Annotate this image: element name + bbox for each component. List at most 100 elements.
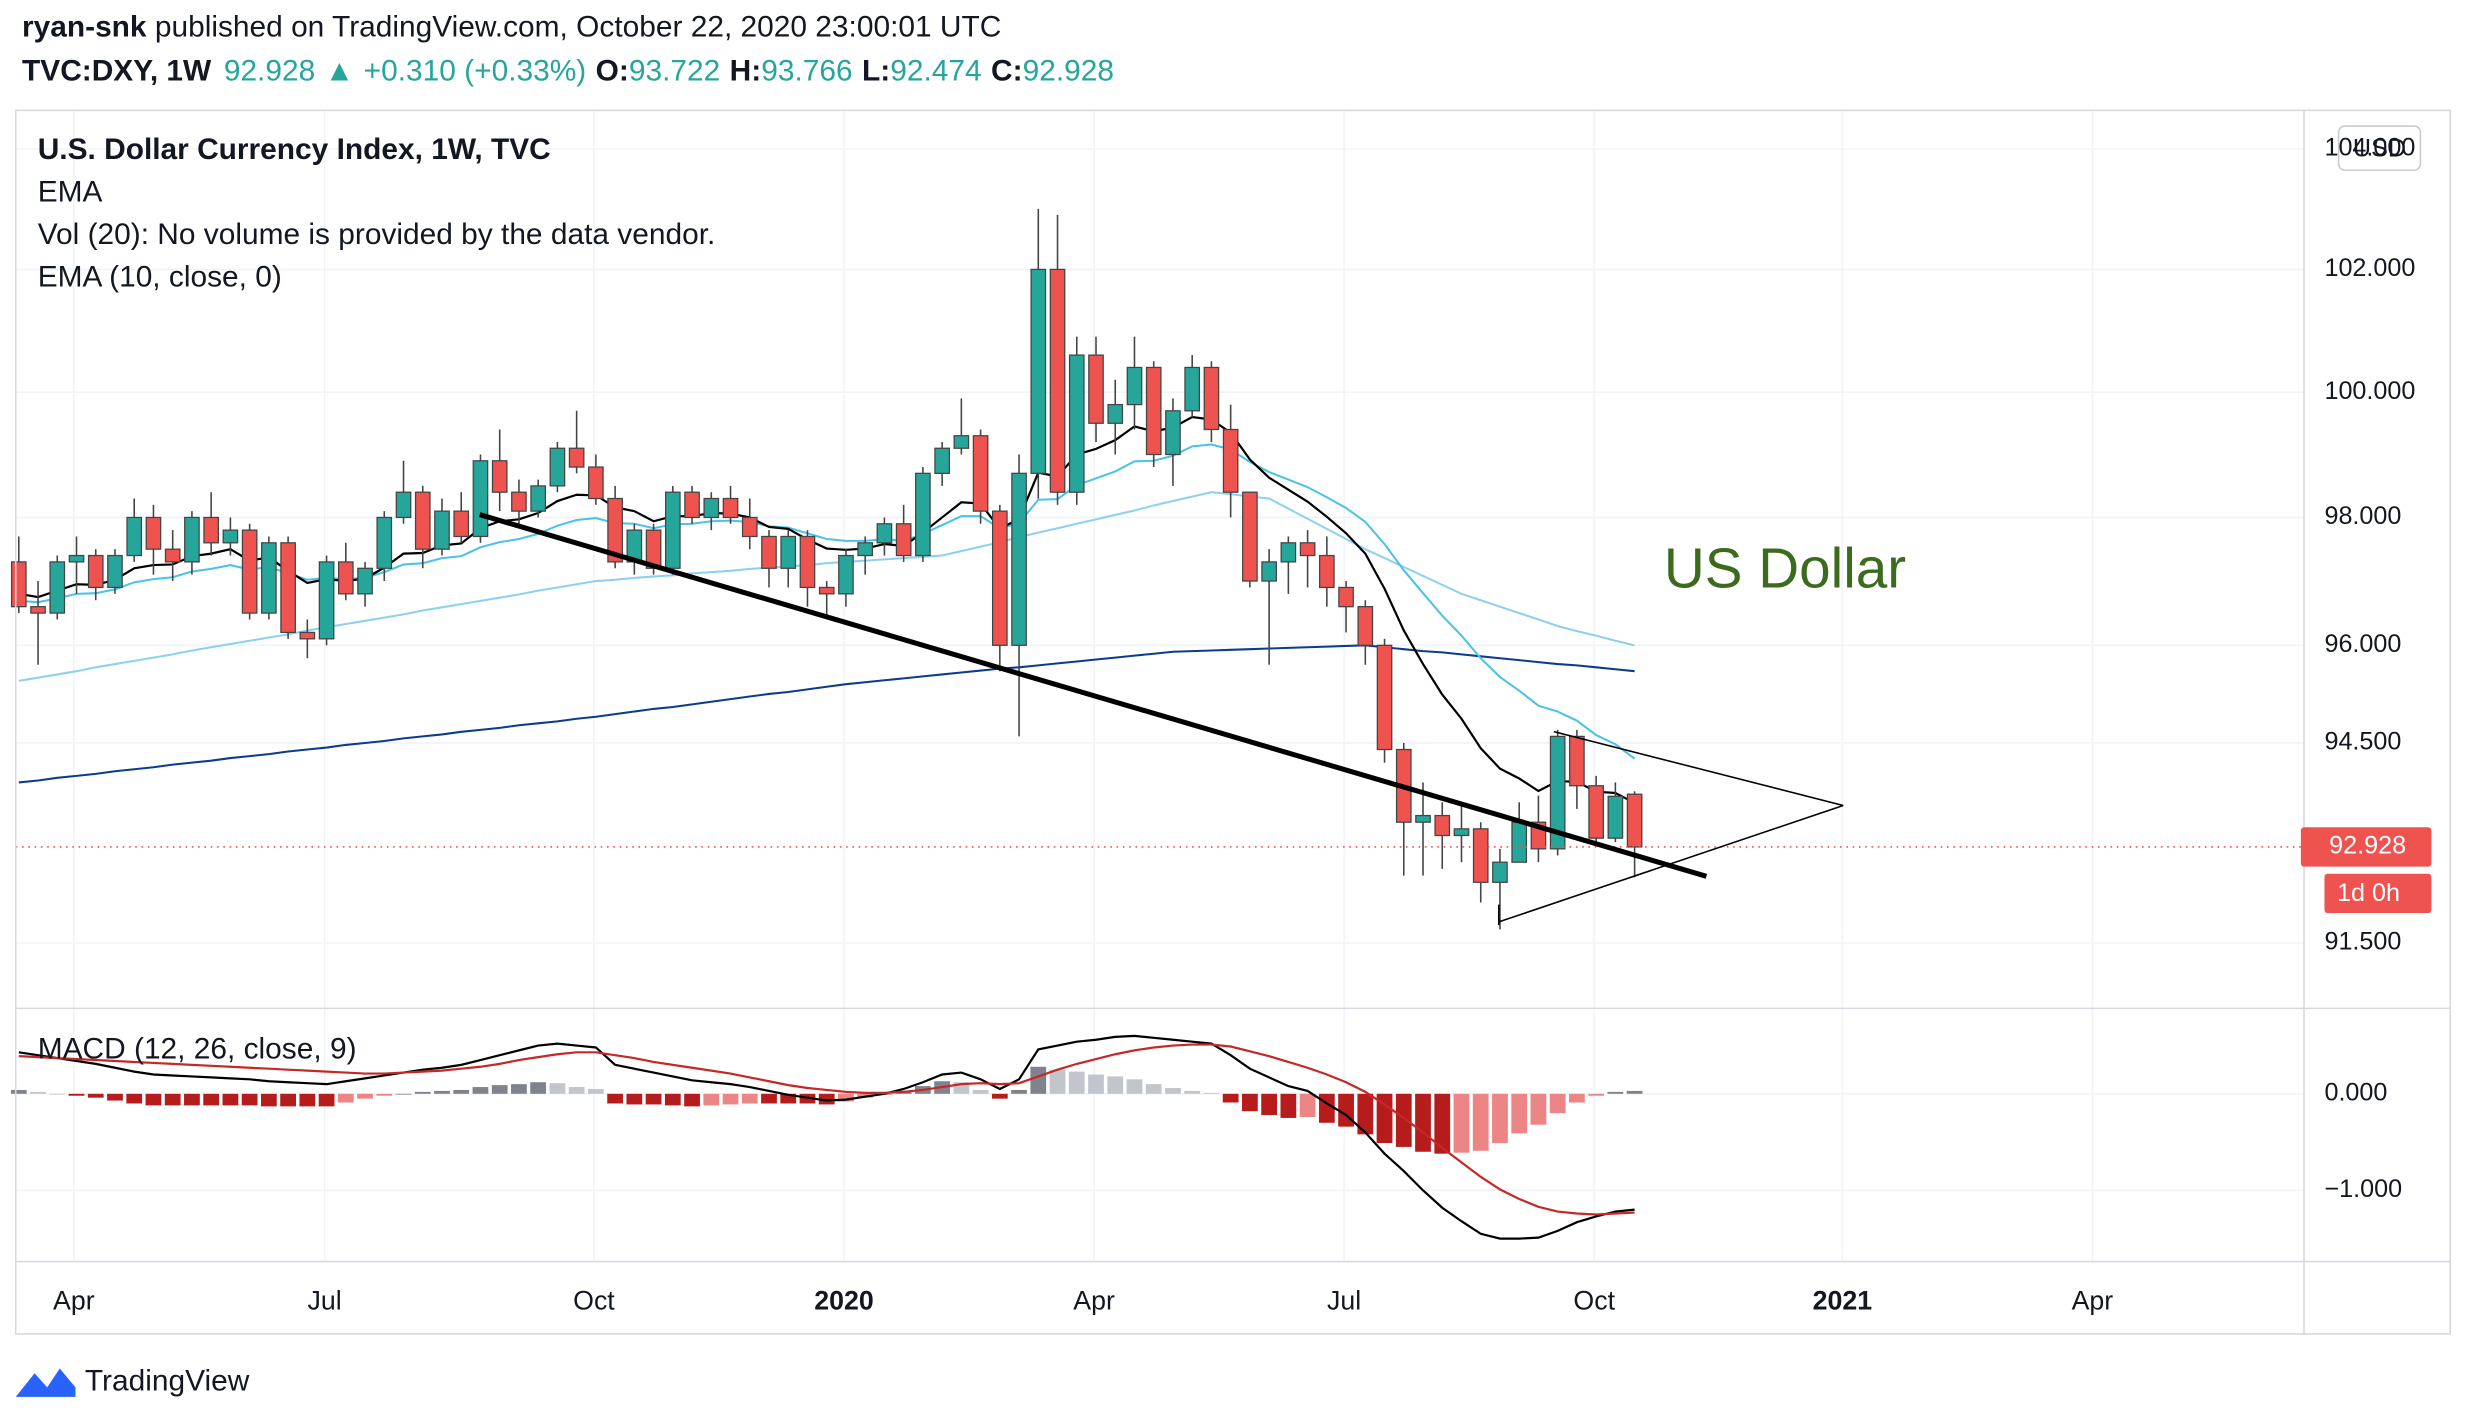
histogram-bar — [1626, 1090, 1643, 1094]
candle-body — [299, 631, 316, 640]
candle-body — [414, 491, 431, 550]
candle-body — [972, 435, 989, 512]
histogram-bar — [722, 1093, 739, 1105]
drawings — [478, 512, 1844, 926]
histogram-bar — [1415, 1093, 1431, 1152]
candle-body — [511, 491, 527, 512]
candle-body — [1511, 821, 1528, 863]
last-price-label: 92.928 — [2329, 832, 2406, 860]
candle-body — [1338, 586, 1354, 608]
countdown: 1d 0h — [2337, 879, 2400, 907]
y-tick-label: 0.000 — [2324, 1078, 2387, 1106]
histogram-bar — [741, 1093, 758, 1104]
candle-body — [1222, 428, 1239, 493]
last: 92.928 — [224, 55, 315, 88]
x-tick-label: 2021 — [1813, 1286, 1873, 1316]
candle-body — [1203, 366, 1220, 431]
histogram-bar — [1126, 1079, 1143, 1094]
candle-body — [1068, 354, 1085, 493]
candle-body — [1299, 542, 1316, 557]
candle-body — [1165, 410, 1181, 456]
macd-title: MACD (12, 26, close, 9) — [38, 1033, 357, 1066]
candle-body — [203, 516, 220, 544]
histogram-bar — [1145, 1084, 1162, 1094]
histogram-bar — [260, 1093, 277, 1107]
candle-body — [1434, 814, 1451, 837]
candle-body — [222, 529, 239, 544]
candle-body — [376, 516, 393, 569]
histogram-bar — [318, 1093, 335, 1107]
candle-body — [1107, 403, 1124, 424]
histogram-bar — [376, 1093, 393, 1096]
histogram-bar — [1299, 1093, 1316, 1117]
histogram-bar — [953, 1082, 970, 1094]
histogram-bar — [1511, 1093, 1528, 1134]
histogram-bar — [568, 1087, 585, 1094]
last-price-box — [2300, 827, 2432, 867]
candle-body — [1453, 828, 1470, 837]
candle-body — [722, 497, 739, 519]
histogram-bar — [280, 1093, 296, 1107]
x-tick-label: Oct — [573, 1286, 615, 1316]
y-tick-label: 104.000 — [2324, 134, 2415, 162]
histogram-bar — [818, 1093, 835, 1105]
candle-body — [1049, 268, 1066, 493]
macd-line — [18, 1034, 1635, 1240]
y-tick-label: 100.000 — [2324, 377, 2415, 405]
open-label: O: — [596, 55, 629, 88]
change: +0.310 (+0.33%) — [364, 55, 587, 88]
histogram-bar — [626, 1093, 643, 1105]
x-tick-label: 2020 — [814, 1286, 873, 1316]
candle-body — [1626, 793, 1643, 848]
logo — [15, 1368, 76, 1397]
histogram-bar — [838, 1093, 854, 1102]
candle-body — [838, 554, 854, 595]
histogram-bar — [1434, 1093, 1451, 1154]
legend-item: Vol (20): No volume is provided by the d… — [38, 218, 716, 251]
candle-body — [876, 523, 893, 544]
y-tick-label: 94.500 — [2324, 728, 2401, 756]
candle-body — [145, 516, 162, 550]
histogram-bar — [1222, 1093, 1239, 1103]
candle-body — [761, 535, 777, 569]
histogram-bar — [1030, 1066, 1047, 1094]
candle-body — [1492, 861, 1508, 883]
histogram-bar — [1318, 1093, 1335, 1123]
candle-body — [472, 460, 489, 538]
arrow: ▲ — [325, 55, 355, 88]
histogram-bar — [1184, 1090, 1201, 1094]
candle-body — [664, 491, 681, 569]
candle-body — [953, 435, 970, 449]
histogram-bar — [222, 1093, 239, 1106]
candle-body — [491, 460, 508, 493]
close-label: C: — [991, 55, 1023, 88]
candle-body — [588, 466, 604, 500]
histogram-bar — [414, 1091, 431, 1094]
x-tick-label: Jul — [1327, 1286, 1361, 1316]
histogram-bar — [126, 1093, 143, 1104]
price-axis-overlay: 92.928 1d 0h — [2300, 827, 2432, 914]
candle-body — [87, 554, 104, 589]
signal-line — [18, 1043, 1635, 1216]
histogram-bar — [1530, 1093, 1547, 1125]
candle-body — [434, 510, 450, 550]
candle-body — [1011, 472, 1027, 646]
histogram-bar — [1242, 1093, 1258, 1112]
histogram-bar — [761, 1093, 777, 1104]
candle-body — [30, 606, 46, 614]
candle-body — [280, 542, 296, 634]
histogram-bar — [684, 1093, 700, 1107]
histogram-bar — [1107, 1076, 1124, 1094]
byline: ryan-snk published on TradingView.com, O… — [22, 10, 1001, 43]
candle-body — [1261, 561, 1277, 582]
histogram-bar — [1068, 1071, 1085, 1094]
low-label: L: — [862, 55, 890, 88]
histogram-bar — [645, 1093, 662, 1105]
histogram-bar — [10, 1089, 27, 1094]
close: 92.928 — [1023, 55, 1114, 88]
legend-item: EMA (10, close, 0) — [38, 261, 282, 294]
candle-body — [184, 516, 200, 563]
histogram-bar — [703, 1093, 720, 1106]
candle-body — [1376, 644, 1393, 751]
